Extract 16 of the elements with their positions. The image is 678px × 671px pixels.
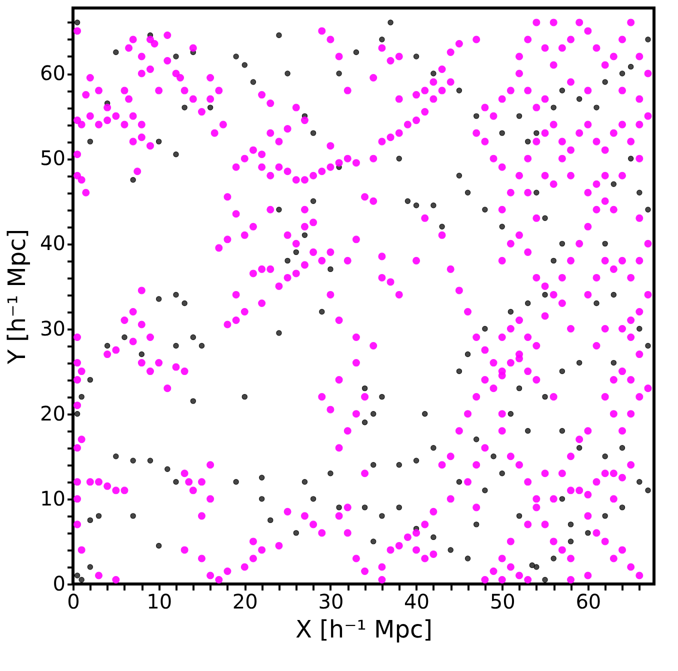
x-axis-title: X [h⁻¹ Mpc] xyxy=(295,616,433,644)
x-tick-label: 40 xyxy=(404,590,430,614)
x-tick-label: 10 xyxy=(146,590,172,614)
y-tick-label: 40 xyxy=(40,231,66,256)
y-tick-label: 30 xyxy=(40,316,66,340)
x-tick-label: 60 xyxy=(576,590,602,614)
x-tick-label: 0 xyxy=(67,590,80,614)
x-tick-label: 30 xyxy=(318,590,344,614)
y-tick-label: 60 xyxy=(40,61,66,86)
y-axis-title: Y [h⁻¹ Mpc] xyxy=(3,228,32,366)
y-tick-label: 20 xyxy=(40,401,66,426)
y-tick-label: 0 xyxy=(52,572,66,596)
y-tick-label: 50 xyxy=(40,146,66,170)
y-tick-label: 10 xyxy=(40,486,66,510)
x-tick-label: 20 xyxy=(232,590,258,614)
x-tick-label: 50 xyxy=(490,590,516,614)
